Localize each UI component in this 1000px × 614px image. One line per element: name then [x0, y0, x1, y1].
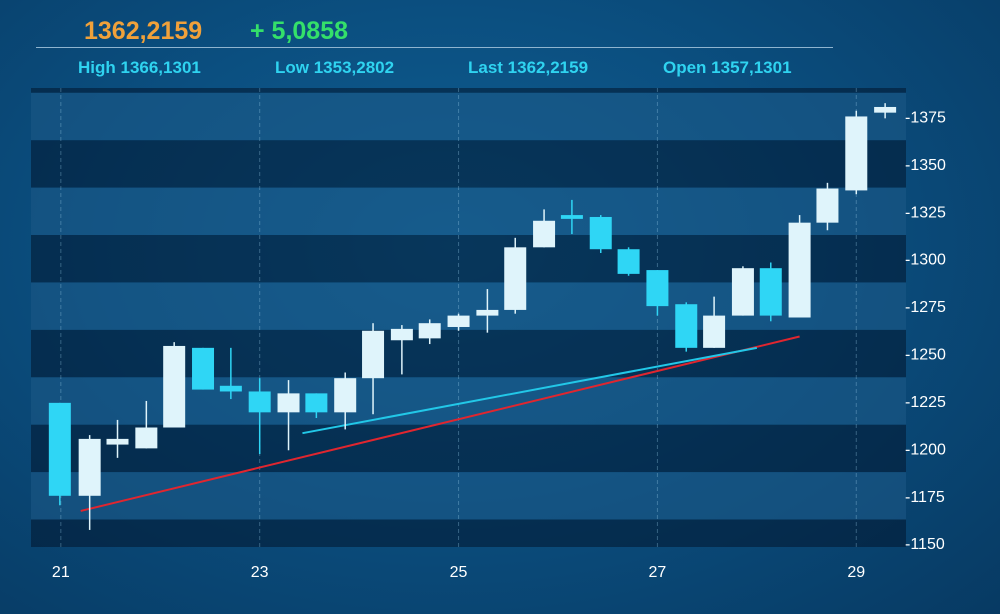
grid-band	[31, 140, 906, 188]
trendline-cyan	[302, 346, 758, 435]
grid-band	[31, 88, 906, 93]
candle-rising	[533, 220, 556, 248]
header-divider	[36, 47, 833, 48]
candle-falling	[617, 249, 640, 274]
candle-rising	[731, 268, 754, 316]
y-tick-label: -1275	[905, 299, 946, 316]
candle-rising	[874, 106, 897, 113]
candle-falling	[675, 304, 698, 348]
candle-rising	[504, 247, 527, 310]
y-tick-label: -1325	[905, 204, 946, 221]
y-tick-label: -1150	[905, 536, 945, 553]
candle-falling	[589, 216, 612, 250]
y-tick-label: -1225	[905, 394, 946, 411]
candle-rising	[106, 438, 129, 445]
x-tick-label: 21	[52, 564, 70, 581]
stat-open: Open 1357,1301	[663, 58, 792, 77]
candle-rising	[703, 315, 726, 348]
candle-rising	[447, 315, 470, 327]
grid-band	[31, 424, 906, 473]
candle-rising	[362, 330, 385, 379]
x-tick-label: 25	[450, 564, 468, 581]
grid-band	[31, 519, 906, 547]
x-tick-label: 29	[847, 564, 865, 581]
candle-rising	[788, 222, 811, 318]
grid-band	[31, 472, 906, 520]
y-tick-label: -1350	[905, 157, 946, 174]
x-tick-label: 27	[649, 564, 667, 581]
grid-band	[31, 329, 906, 378]
candle-rising	[390, 328, 413, 341]
candle-rising	[135, 427, 158, 449]
y-tick-label: -1175	[905, 489, 945, 506]
grid-band	[31, 187, 906, 235]
y-tick-label: -1250	[905, 347, 946, 364]
candle-falling	[192, 347, 215, 390]
price-change: + 5,0858	[250, 17, 349, 45]
candle-falling	[305, 393, 328, 413]
stat-high: High 1366,1301	[78, 58, 201, 77]
candle-falling	[759, 268, 782, 316]
stat-low: Low 1353,2802	[275, 58, 395, 77]
candle-rising	[476, 309, 499, 316]
candle-rising	[78, 438, 101, 496]
candle-rising	[816, 188, 839, 223]
candle-rising	[845, 116, 868, 191]
y-tick-label: -1375	[905, 109, 946, 126]
candle-rising	[334, 378, 357, 413]
y-tick-label: -1200	[905, 441, 946, 458]
stat-last: Last 1362,2159	[468, 58, 589, 77]
candle-falling	[560, 215, 583, 219]
last-price: 1362,2159	[84, 17, 203, 45]
candle-falling	[219, 385, 242, 392]
candle-falling	[248, 391, 271, 413]
candle-falling	[646, 270, 669, 307]
trendline-red	[80, 335, 800, 512]
candle-falling	[48, 402, 71, 496]
candle-rising	[418, 323, 441, 339]
y-tick-label: -1300	[905, 252, 946, 269]
candle-rising	[277, 393, 300, 413]
candle-rising	[163, 345, 186, 428]
x-tick-label: 23	[251, 564, 269, 581]
grid-band	[31, 92, 906, 141]
